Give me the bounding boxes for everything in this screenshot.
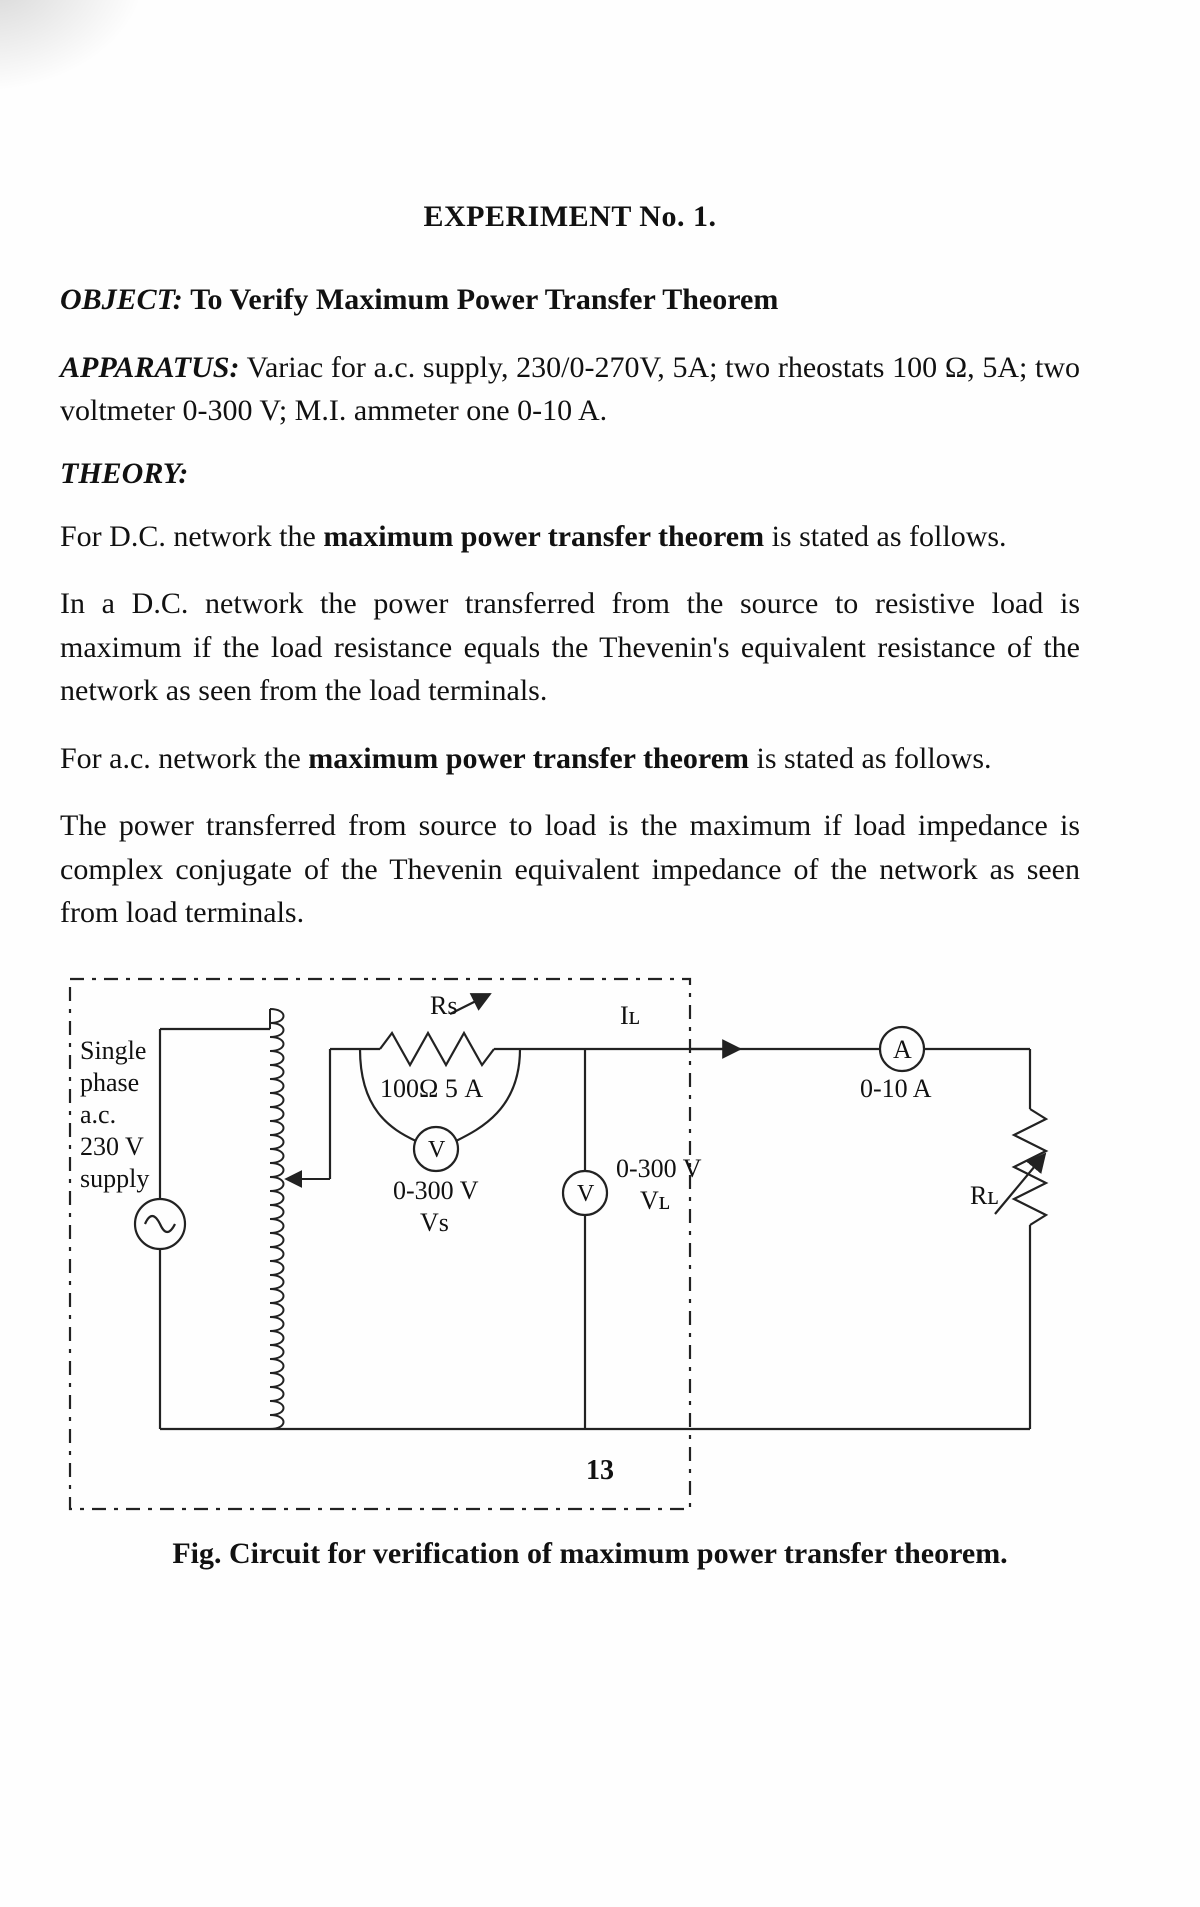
page-number: 13 — [0, 1455, 1200, 1487]
page: EXPERIMENT No. 1. OBJECT: To Verify Maxi… — [0, 0, 1200, 1907]
v1-letter: V — [428, 1137, 446, 1163]
v1-rating2: Vs — [420, 1208, 449, 1237]
supply-line-2: phase — [80, 1068, 139, 1097]
v2-rating2: Vʟ — [640, 1186, 670, 1215]
theory-p3: For a.c. network the maximum power trans… — [60, 737, 1080, 781]
supply-line-1: Single — [80, 1036, 146, 1065]
ammeter-letter: A — [893, 1035, 912, 1064]
object-label: OBJECT: — [60, 283, 183, 316]
figure-caption: Fig. Circuit for verification of maximum… — [100, 1537, 1080, 1571]
theory-p3a: For a.c. network the — [60, 742, 308, 775]
theory-label: THEORY: — [60, 457, 1080, 491]
rheostat-rl-icon — [995, 1109, 1046, 1429]
variac-icon — [270, 1009, 330, 1429]
apparatus-line: APPARATUS: Variac for a.c. supply, 230/0… — [60, 346, 1080, 433]
theory-p1a: For D.C. network the — [60, 520, 323, 553]
rheostat-rs-icon — [380, 994, 615, 1065]
rs-rating: 100Ω 5 A — [380, 1074, 483, 1103]
supply-line-5: supply — [80, 1164, 149, 1193]
ammeter-rating: 0-10 A — [860, 1074, 932, 1103]
supply-line-4: 230 V — [80, 1132, 144, 1161]
v2-rating1: 0-300 V — [616, 1154, 702, 1183]
ac-source-icon — [135, 1029, 185, 1429]
theory-p1: For D.C. network the maximum power trans… — [60, 515, 1080, 559]
v1-rating1: 0-300 V — [393, 1176, 479, 1205]
theory-p1b: maximum power transfer theorem — [323, 520, 764, 553]
object-line: OBJECT: To Verify Maximum Power Transfer… — [60, 278, 1080, 322]
theory-p3b: maximum power transfer theorem — [308, 742, 749, 775]
voltmeter-vl — [563, 1049, 607, 1429]
apparatus-label: APPARATUS: — [60, 351, 239, 384]
content-column: EXPERIMENT No. 1. OBJECT: To Verify Maxi… — [60, 200, 1080, 1601]
v2-letter: V — [577, 1181, 595, 1207]
object-text: To Verify Maximum Power Transfer Theorem — [190, 283, 778, 316]
il-label: Iʟ — [620, 1001, 640, 1030]
experiment-title: EXPERIMENT No. 1. — [60, 200, 1080, 234]
supply-line-3: a.c. — [80, 1100, 116, 1129]
circuit-figure: Single phase a.c. 230 V supply — [60, 959, 1080, 1529]
rl-label: Rʟ — [970, 1181, 999, 1210]
theory-p3c: is stated as follows. — [749, 742, 991, 775]
theory-p1c: is stated as follows. — [764, 520, 1006, 553]
rs-label: Rs — [430, 991, 457, 1020]
wire-group — [330, 1049, 380, 1179]
page-curl-shadow — [0, 0, 189, 115]
theory-p4: The power transferred from source to loa… — [60, 804, 1080, 935]
theory-p2: In a D.C. network the power transferred … — [60, 582, 1080, 713]
circuit-svg: Single phase a.c. 230 V supply — [60, 959, 1080, 1529]
